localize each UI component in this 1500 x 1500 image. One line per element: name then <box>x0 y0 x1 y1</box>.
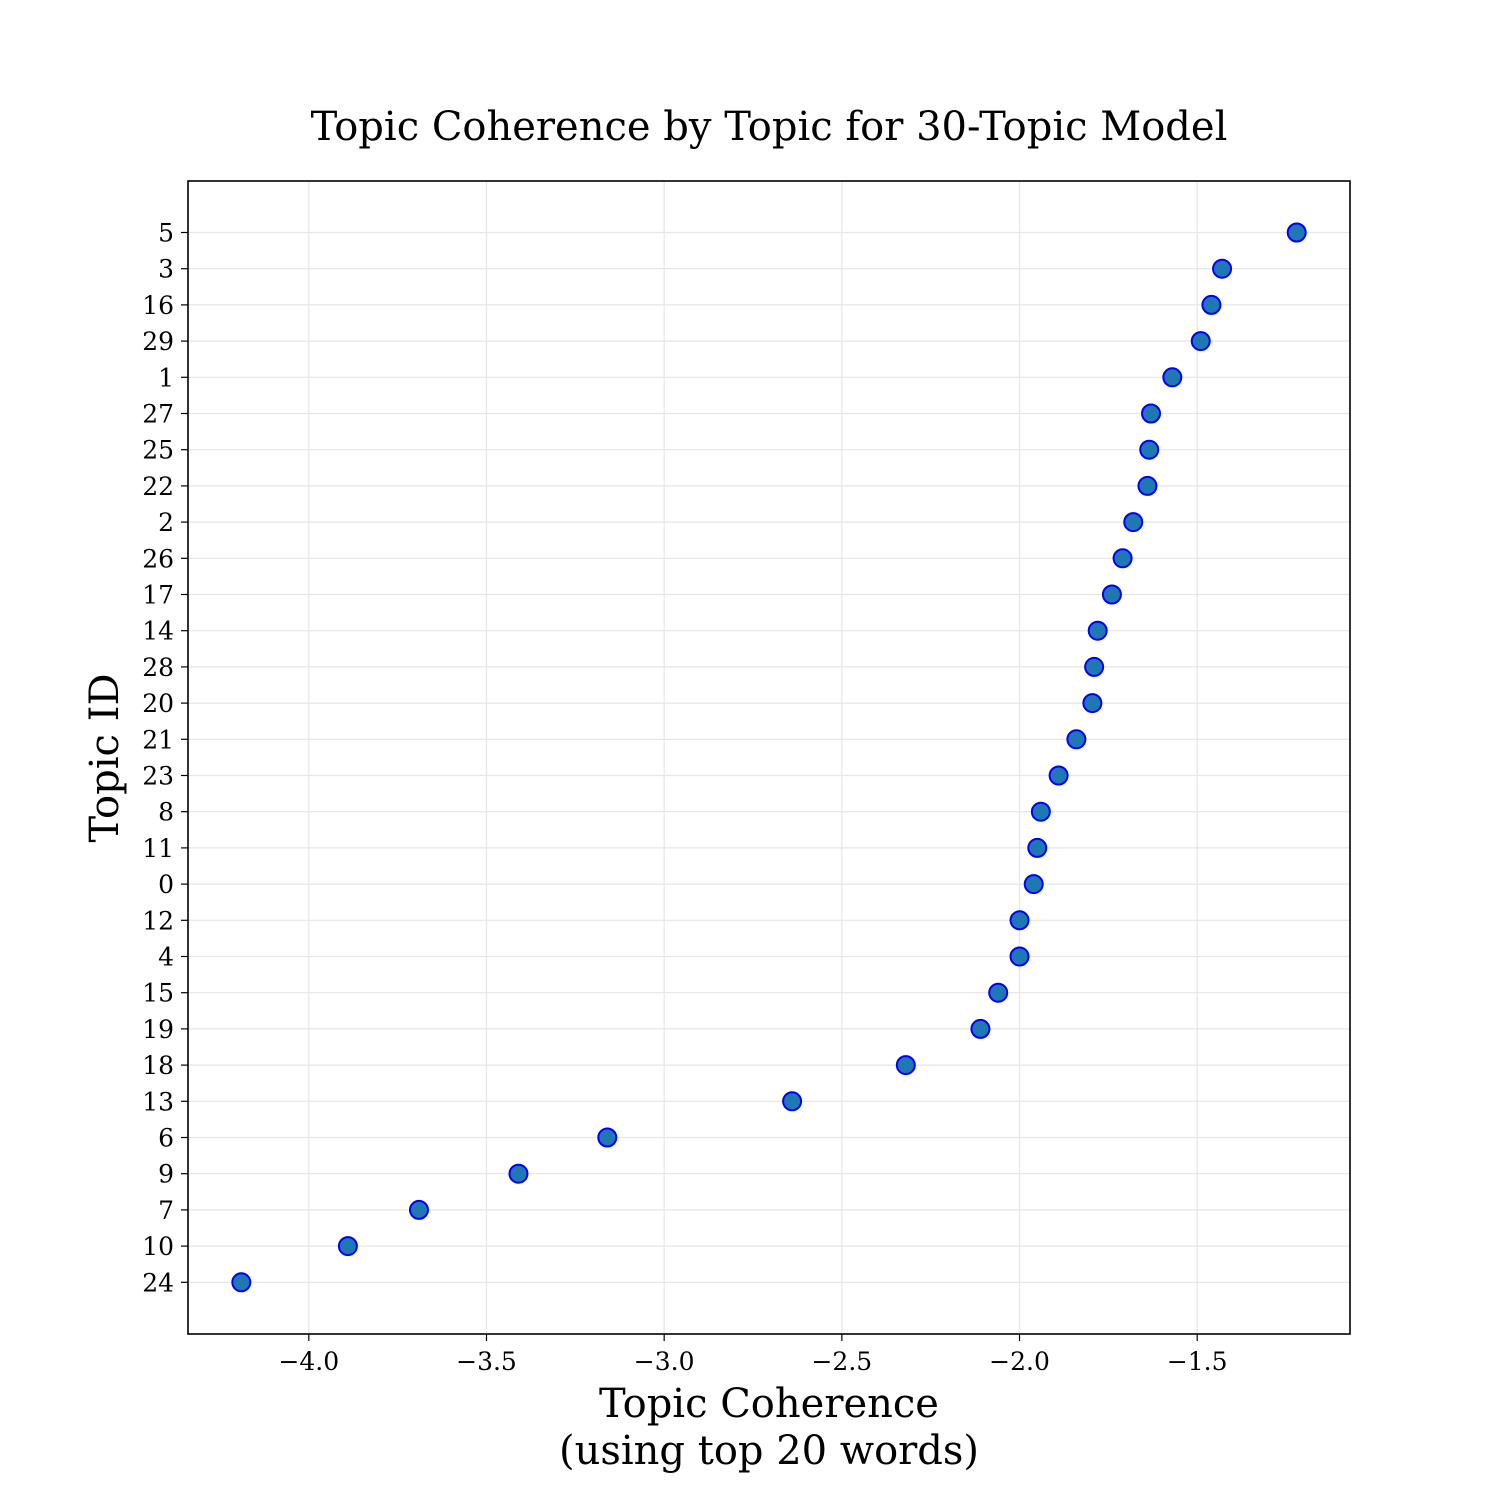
data-point-topic-15 <box>988 982 1009 1003</box>
x-tick-label: −3.5 <box>456 1347 517 1376</box>
data-point-topic-21 <box>1066 729 1087 750</box>
y-tick-label: 27 <box>142 400 174 429</box>
y-tick-label: 26 <box>142 544 174 573</box>
y-tick-label: 19 <box>142 1015 174 1044</box>
y-tick-label: 18 <box>142 1051 174 1080</box>
data-point-topic-3 <box>1212 258 1233 279</box>
y-tick-label: 23 <box>142 762 174 791</box>
data-point-topic-4 <box>1009 946 1030 967</box>
data-point-topic-22 <box>1137 475 1158 496</box>
y-tick-label: 28 <box>142 653 174 682</box>
data-point-topic-13 <box>782 1091 803 1112</box>
data-point-topic-11 <box>1027 837 1048 858</box>
x-tick-label: −2.0 <box>989 1347 1050 1376</box>
y-tick-label: 12 <box>142 906 174 935</box>
data-point-topic-0 <box>1023 874 1044 895</box>
y-tick-label: 1 <box>158 363 174 392</box>
data-point-topic-16 <box>1201 294 1222 315</box>
data-point-topic-23 <box>1048 765 1069 786</box>
y-tick-label: 4 <box>158 943 174 972</box>
data-point-topic-17 <box>1101 584 1122 605</box>
data-point-topic-25 <box>1139 439 1160 460</box>
x-axis-label-line-1: Topic Coherence <box>599 1381 939 1427</box>
data-point-topic-12 <box>1009 910 1030 931</box>
points-layer <box>231 222 1307 1293</box>
data-point-topic-14 <box>1087 620 1108 641</box>
data-point-topic-1 <box>1162 367 1183 388</box>
data-point-topic-26 <box>1112 548 1133 569</box>
data-point-topic-24 <box>231 1272 252 1293</box>
data-point-topic-7 <box>408 1199 429 1220</box>
y-tick-label: 14 <box>142 617 174 646</box>
data-point-topic-8 <box>1030 801 1051 822</box>
data-point-topic-29 <box>1190 331 1211 352</box>
y-tick-label: 29 <box>142 327 174 356</box>
y-tick-label: 20 <box>142 689 174 718</box>
data-point-topic-5 <box>1286 222 1307 243</box>
y-tick-label: 13 <box>142 1087 174 1116</box>
data-point-topic-9 <box>508 1163 529 1184</box>
y-axis-label: Topic ID <box>82 673 128 842</box>
y-tick-label: 15 <box>142 979 174 1008</box>
chart-title: Topic Coherence by Topic for 30-Topic Mo… <box>311 104 1228 150</box>
data-point-topic-27 <box>1141 403 1162 424</box>
y-tick-label: 2 <box>158 508 174 537</box>
data-point-topic-19 <box>970 1018 991 1039</box>
data-point-topic-2 <box>1123 512 1144 533</box>
y-tick-label: 6 <box>158 1124 174 1153</box>
plot-frame <box>187 180 1351 1335</box>
y-tick-label: 24 <box>142 1268 174 1297</box>
y-tick-label: 3 <box>158 255 174 284</box>
y-tick-label: 7 <box>158 1196 174 1225</box>
y-tick-label: 11 <box>142 834 174 863</box>
x-axis-label-line-2: (using top 20 words) <box>559 1428 979 1474</box>
y-tick-label: 21 <box>142 725 174 754</box>
y-tick-label: 22 <box>142 472 174 501</box>
data-point-topic-28 <box>1084 656 1105 677</box>
x-tick-label: −3.0 <box>634 1347 695 1376</box>
y-tick-label: 25 <box>142 436 174 465</box>
x-tick-label: −1.5 <box>1167 1347 1228 1376</box>
x-tick-label: −2.5 <box>811 1347 872 1376</box>
data-point-topic-20 <box>1082 693 1103 714</box>
y-tick-label: 8 <box>158 798 174 827</box>
y-tick-label: 16 <box>142 291 174 320</box>
data-point-topic-10 <box>337 1236 358 1257</box>
y-tick-label: 5 <box>158 219 174 248</box>
y-tick-label: 10 <box>142 1232 174 1261</box>
y-tick-label: 9 <box>158 1160 174 1189</box>
y-tick-label: 0 <box>158 870 174 899</box>
data-point-topic-6 <box>597 1127 618 1148</box>
ticks-layer: −4.0 −3.5 −3.0 −2.5 −2.0 −1.55316291272522226… <box>142 219 1227 1377</box>
data-point-topic-18 <box>895 1055 916 1076</box>
y-tick-label: 17 <box>142 581 174 610</box>
x-tick-label: −4.0 <box>278 1347 339 1376</box>
